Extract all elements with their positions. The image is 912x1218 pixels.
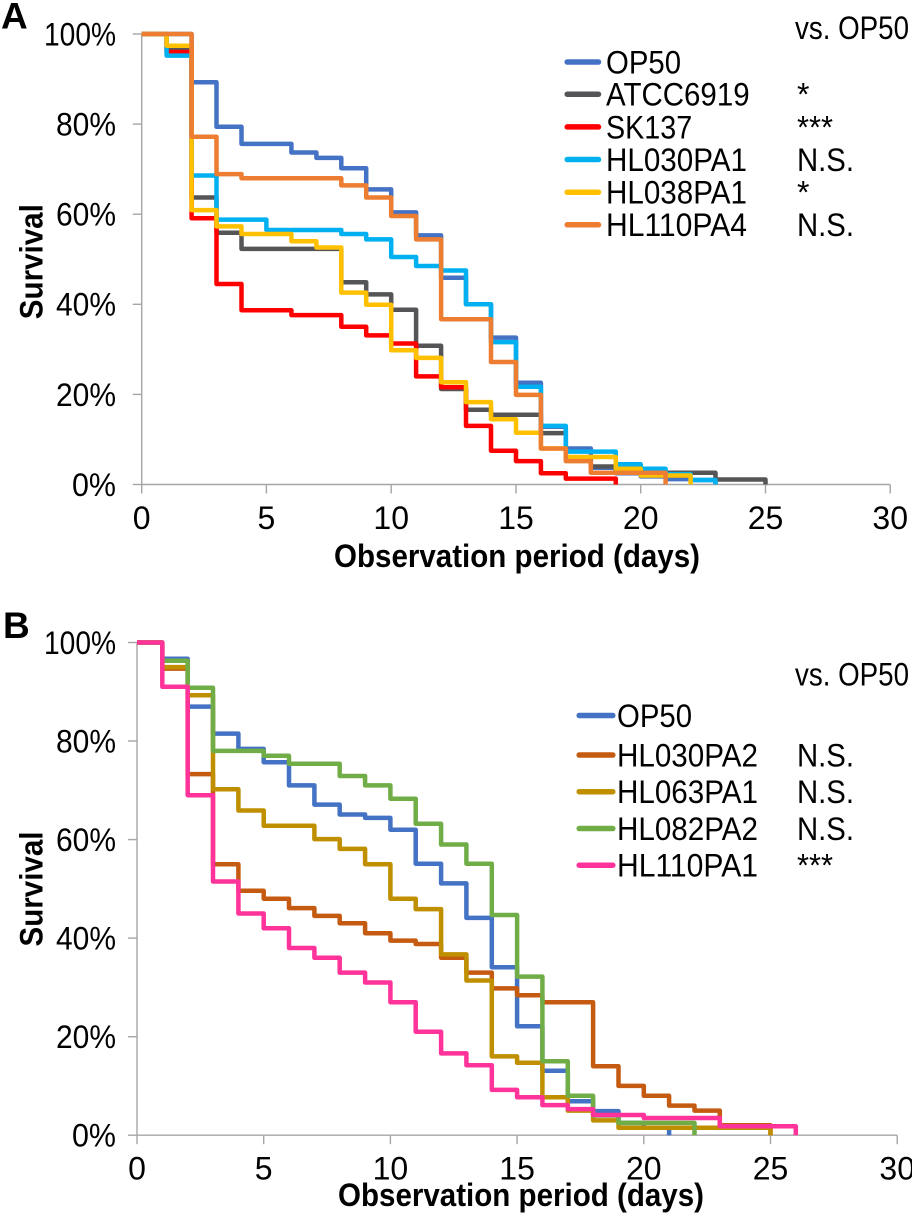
svg-text:HL030PA2: HL030PA2 xyxy=(617,737,758,773)
svg-text:HL063PA1: HL063PA1 xyxy=(617,774,758,810)
svg-text:N.S.: N.S. xyxy=(797,774,854,810)
svg-text:15: 15 xyxy=(499,1151,535,1187)
svg-text:0%: 0% xyxy=(72,467,116,503)
svg-text:B: B xyxy=(3,605,30,646)
svg-text:OP50: OP50 xyxy=(617,698,692,734)
svg-text:N.S.: N.S. xyxy=(797,811,854,847)
svg-text:HL030PA1: HL030PA1 xyxy=(606,142,747,178)
svg-text:20: 20 xyxy=(626,1151,662,1187)
svg-text:5: 5 xyxy=(258,500,276,536)
svg-text:100%: 100% xyxy=(44,625,116,661)
svg-text:0: 0 xyxy=(128,1151,146,1187)
svg-text:60%: 60% xyxy=(56,197,116,233)
svg-text:HL082PA2: HL082PA2 xyxy=(617,811,758,847)
svg-text:25: 25 xyxy=(748,500,784,536)
svg-text:60%: 60% xyxy=(56,822,116,858)
svg-text:Observation period (days): Observation period (days) xyxy=(338,1177,704,1213)
svg-text:Observation period (days): Observation period (days) xyxy=(334,538,700,574)
svg-text:OP50: OP50 xyxy=(606,44,681,80)
svg-text:40%: 40% xyxy=(56,921,116,957)
svg-text:20%: 20% xyxy=(56,377,116,413)
svg-text:N.S.: N.S. xyxy=(797,737,854,773)
svg-text:A: A xyxy=(1,0,28,36)
svg-text:25: 25 xyxy=(753,1151,789,1187)
svg-text:80%: 80% xyxy=(56,723,116,759)
svg-text:5: 5 xyxy=(255,1151,273,1187)
svg-text:HL110PA4: HL110PA4 xyxy=(606,207,747,243)
svg-text:***: *** xyxy=(797,109,833,145)
svg-text:N.S.: N.S. xyxy=(797,207,854,243)
svg-text:HL110PA1: HL110PA1 xyxy=(617,848,758,884)
svg-text:*: * xyxy=(797,77,809,113)
svg-text:0: 0 xyxy=(133,500,151,536)
svg-text:80%: 80% xyxy=(56,107,116,143)
svg-text:100%: 100% xyxy=(44,16,116,52)
svg-text:20: 20 xyxy=(623,500,659,536)
svg-text:10: 10 xyxy=(373,1151,409,1187)
svg-text:vs. OP50: vs. OP50 xyxy=(795,657,909,693)
svg-text:vs. OP50: vs. OP50 xyxy=(795,10,909,46)
svg-text:HL038PA1: HL038PA1 xyxy=(606,175,747,211)
svg-text:***: *** xyxy=(797,848,833,884)
svg-text:*: * xyxy=(797,175,809,211)
svg-text:SK137: SK137 xyxy=(606,109,692,145)
svg-text:N.S.: N.S. xyxy=(797,142,854,178)
svg-text:30: 30 xyxy=(872,500,908,536)
svg-text:ATCC6919: ATCC6919 xyxy=(606,77,750,113)
svg-text:20%: 20% xyxy=(56,1019,116,1055)
svg-text:30: 30 xyxy=(879,1151,912,1187)
svg-text:40%: 40% xyxy=(56,287,116,323)
svg-text:Survival: Survival xyxy=(14,832,50,947)
svg-text:Survival: Survival xyxy=(14,204,50,319)
svg-text:0%: 0% xyxy=(72,1118,116,1154)
svg-text:10: 10 xyxy=(373,500,409,536)
svg-text:15: 15 xyxy=(498,500,534,536)
